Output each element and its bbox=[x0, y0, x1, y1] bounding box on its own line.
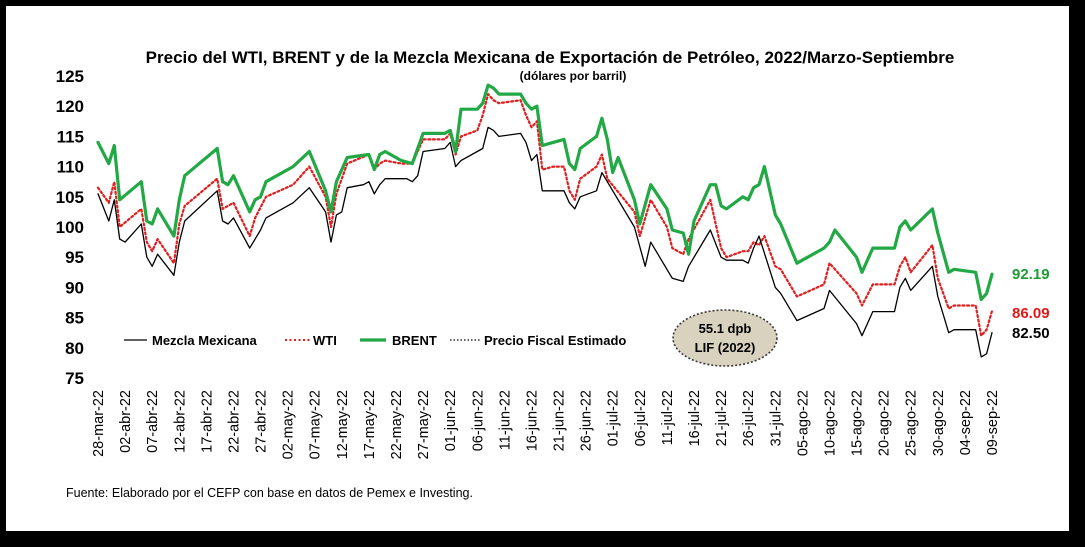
y-tick-label: 115 bbox=[57, 127, 84, 146]
x-tick-label: 07-may-22 bbox=[308, 390, 324, 459]
annotation-ellipse bbox=[672, 309, 778, 367]
x-tick-label: 11-jul-22 bbox=[660, 390, 676, 445]
x-tick-label: 12-may-22 bbox=[335, 390, 351, 459]
source-note: Fuente: Elaborado por el CEFP con base e… bbox=[66, 486, 473, 500]
x-tick-label: 21-jul-22 bbox=[714, 390, 730, 446]
x-tick-label: 02-may-22 bbox=[281, 390, 297, 459]
x-tick-label: 10-ago-22 bbox=[822, 390, 838, 456]
x-tick-label: 22-may-22 bbox=[389, 390, 405, 459]
series-lines bbox=[96, 83, 994, 358]
x-tick-label: 20-ago-22 bbox=[877, 390, 893, 456]
x-tick-label: 01-jul-22 bbox=[606, 390, 622, 446]
annotation-line1: 55.1 dpb bbox=[699, 321, 752, 336]
series-line-wti bbox=[96, 92, 994, 337]
x-tick-label: 21-jun-22 bbox=[552, 390, 568, 451]
x-tick-label: 27-abr-22 bbox=[254, 390, 270, 453]
legend: Mezcla Mexicana WTI BRENT Precio Fiscal … bbox=[124, 333, 626, 348]
x-tick-label: 16-jun-22 bbox=[524, 390, 540, 451]
y-tick-label: 95 bbox=[65, 248, 84, 267]
x-tick-label: 31-jul-22 bbox=[768, 390, 784, 446]
y-tick-label: 120 bbox=[56, 97, 84, 116]
x-tick-label: 01-jun-22 bbox=[443, 390, 459, 451]
y-tick-label: 85 bbox=[65, 309, 84, 328]
y-tick-label: 125 bbox=[56, 67, 84, 86]
x-tick-label: 04-sep-22 bbox=[958, 390, 974, 455]
end-labels: 92.19 86.09 82.50 bbox=[1012, 266, 1050, 342]
legend-label-brent: BRENT bbox=[392, 333, 437, 348]
annotation-line2: LIF (2022) bbox=[695, 340, 756, 355]
chart-title: Precio del WTI, BRENT y de la Mezcla Mex… bbox=[146, 48, 955, 67]
x-tick-label: 15-ago-22 bbox=[850, 390, 866, 456]
x-tick-label: 17-may-22 bbox=[362, 390, 378, 459]
y-tick-label: 105 bbox=[56, 188, 84, 207]
x-tick-label: 25-ago-22 bbox=[904, 390, 920, 456]
end-label-brent: 92.19 bbox=[1012, 266, 1050, 283]
end-label-wti: 86.09 bbox=[1012, 305, 1050, 322]
legend-label-precio-fiscal: Precio Fiscal Estimado bbox=[484, 333, 626, 348]
end-label-mezcla: 82.50 bbox=[1012, 325, 1050, 342]
series-line-brent bbox=[96, 83, 994, 302]
x-tick-label: 27-may-22 bbox=[416, 390, 432, 459]
series-line-mezcla-mexicana bbox=[97, 126, 993, 358]
x-tick-label: 02-abr-22 bbox=[118, 390, 134, 453]
y-tick-label: 90 bbox=[65, 278, 84, 297]
x-tick-label: 28-mar-22 bbox=[91, 390, 107, 457]
x-tick-label: 17-abr-22 bbox=[199, 390, 215, 453]
y-tick-label: 100 bbox=[56, 218, 84, 237]
x-tick-label: 12-abr-22 bbox=[172, 390, 188, 453]
y-tick-label: 110 bbox=[57, 158, 84, 177]
legend-label-mezcla: Mezcla Mexicana bbox=[152, 333, 258, 348]
lif-annotation: 55.1 dpb LIF (2022) bbox=[672, 309, 778, 367]
x-tick-label: 30-ago-22 bbox=[931, 390, 947, 456]
x-tick-label: 11-jun-22 bbox=[497, 390, 513, 450]
x-tick-label: 06-jun-22 bbox=[470, 390, 486, 451]
x-tick-label: 26-jun-22 bbox=[579, 390, 595, 451]
x-tick-label: 06-jul-22 bbox=[633, 390, 649, 446]
x-tick-label: 07-abr-22 bbox=[145, 390, 161, 453]
legend-label-wti: WTI bbox=[313, 333, 337, 348]
x-tick-label: 26-jul-22 bbox=[741, 390, 757, 446]
y-axis: 75 80 85 90 95 100 105 110 115 120 125 bbox=[56, 67, 84, 388]
x-axis: 28-mar-22 02-abr-22 07-abr-22 12-abr-22 17-a… bbox=[91, 390, 1001, 459]
x-tick-label: 16-jul-22 bbox=[687, 390, 703, 446]
chart-panel bbox=[6, 6, 1069, 531]
chart-subtitle: (dólares por barril) bbox=[520, 69, 627, 83]
y-tick-label: 80 bbox=[65, 339, 84, 358]
x-tick-label: 09-sep-22 bbox=[985, 390, 1001, 455]
y-tick-label: 75 bbox=[65, 369, 84, 388]
x-tick-label: 05-ago-22 bbox=[795, 390, 811, 456]
x-tick-label: 22-abr-22 bbox=[226, 390, 242, 453]
